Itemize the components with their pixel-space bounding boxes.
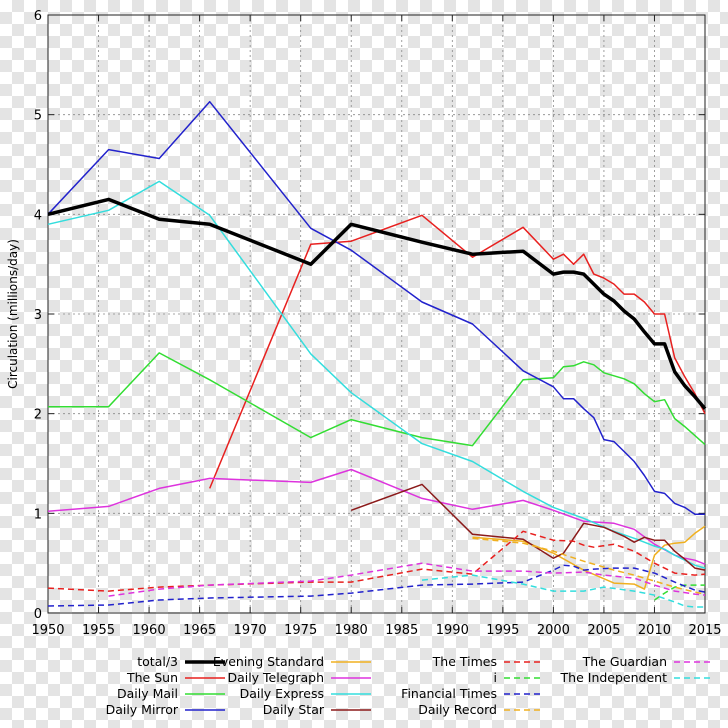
series-line-daily-mail [48,352,706,447]
x-tick-label: 2015 [688,623,721,638]
series-line-the-sun [209,214,706,489]
y-tick-label: 3 [34,308,42,323]
x-tick-label: 2010 [638,623,671,638]
series-line-daily-star [350,483,706,571]
x-tick-label: 1980 [335,623,368,638]
y-tick-label: 6 [34,9,42,24]
x-tick-label: 1965 [183,623,216,638]
y-tick-label: 0 [34,607,42,622]
x-tick-label: 1975 [284,623,317,638]
legend-label-daily-telegraph: Daily Telegraph [227,670,324,685]
series-line-the-independent [421,574,705,608]
legend-label-total-3: total/3 [137,654,178,669]
legend-label-daily-record: Daily Record [418,702,497,717]
y-tick-label: 4 [34,208,42,223]
legend-label-daily-mirror: Daily Mirror [106,702,179,717]
x-tick-label: 1985 [385,623,418,638]
series-line-daily-mirror [47,100,705,516]
legend-label-daily-express: Daily Express [240,686,324,701]
series-line-i [654,584,705,601]
legend-label-daily-star: Daily Star [263,702,325,717]
y-tick-labels: 0 1 2 3 4 5 6 [34,9,42,622]
series-line-the-guardian [108,562,706,597]
legend-label-the-independent: The Independent [560,670,668,685]
legend-label-evening-standard: Evening Standard [213,654,324,669]
x-tick-label: 1950 [31,623,64,638]
series-layer [47,100,707,608]
series-line-the-times [47,530,706,592]
series-line-daily-telegraph [47,468,706,565]
y-tick-label: 1 [34,507,42,522]
legend-label-financial-times: Financial Times [401,686,497,701]
x-tick-labels: 1950 1955 1960 1965 1970 1975 1980 1985 1990 1995… [31,623,721,638]
legend-label-the-guardian: The Guardian [582,654,667,669]
legend-label-the-sun: The Sun [126,670,178,685]
legend-label-i: i [494,670,497,685]
x-tick-label: 1995 [486,623,519,638]
x-tick-label: 1970 [234,623,267,638]
y-tick-label: 2 [34,408,42,423]
legend-label-the-times: The Times [432,654,497,669]
series-line-financial-times [47,564,706,607]
x-tick-label: 2005 [587,623,620,638]
x-tick-label: 1990 [436,623,469,638]
y-tick-label: 5 [34,109,42,124]
series-line-evening-standard [472,525,706,590]
x-tick-label: 2000 [537,623,570,638]
series-line-daily-express [47,180,706,569]
x-tick-label: 1960 [133,623,166,638]
legend-label-daily-mail: Daily Mail [117,686,178,701]
y-axis-label: Circulation (millions/day) [6,239,20,389]
x-tick-label: 1955 [82,623,115,638]
series-line-total-3 [47,197,707,410]
